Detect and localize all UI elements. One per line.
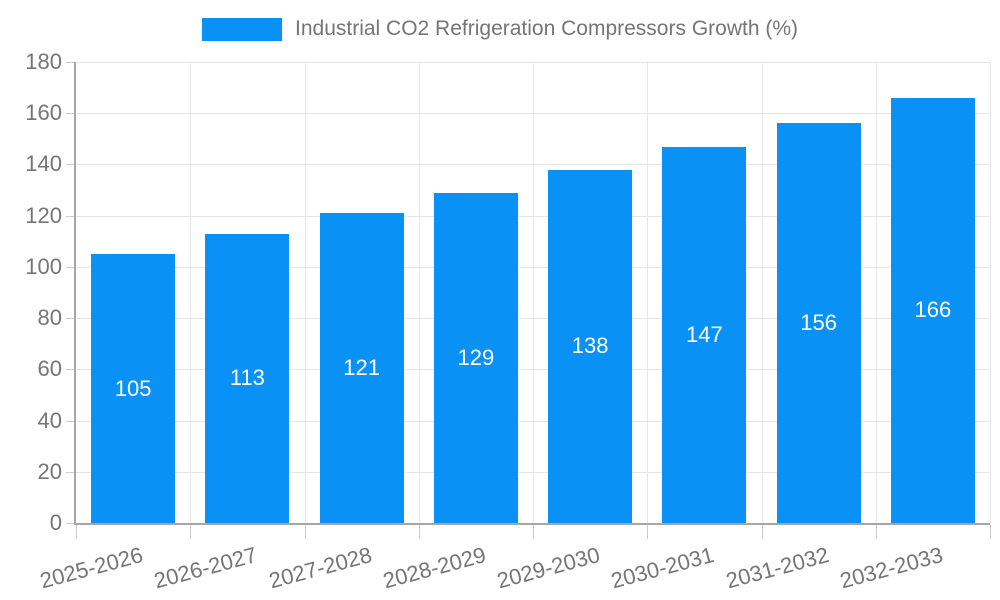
y-axis-tick-label: 160 xyxy=(25,100,62,126)
v-gridline xyxy=(990,62,991,523)
v-gridline xyxy=(647,62,649,523)
x-axis-tick xyxy=(990,525,991,539)
x-axis-tick xyxy=(190,525,192,539)
x-axis-tick xyxy=(76,525,77,539)
v-gridline xyxy=(304,62,306,523)
bar-value-label: 166 xyxy=(914,297,952,323)
legend: Industrial CO2 Refrigeration Compressors… xyxy=(0,17,1000,41)
x-axis-tick xyxy=(875,525,877,539)
bar[interactable] xyxy=(205,233,290,523)
x-axis-line xyxy=(74,523,990,525)
bar[interactable] xyxy=(319,213,404,523)
v-gridline xyxy=(875,62,877,523)
y-axis-tick xyxy=(66,523,76,524)
bar-value-label: 147 xyxy=(686,321,723,347)
y-axis-tick xyxy=(66,62,76,63)
bar-value-label: 121 xyxy=(343,355,380,381)
y-axis-tick xyxy=(66,266,76,268)
y-axis-tick-label: 80 xyxy=(37,305,62,331)
legend-label: Industrial CO2 Refrigeration Compressors… xyxy=(295,17,798,40)
y-axis-tick-label: 180 xyxy=(25,49,62,74)
x-axis-tick xyxy=(304,525,306,539)
v-gridline xyxy=(190,62,192,523)
x-axis-tick xyxy=(533,525,534,539)
y-axis-tick xyxy=(66,420,76,422)
x-axis-tick xyxy=(418,525,420,539)
x-axis-tick xyxy=(647,525,649,539)
y-axis-tick-label: 20 xyxy=(37,458,62,484)
y-axis-tick xyxy=(66,215,76,217)
y-axis-tick xyxy=(66,318,76,320)
y-axis-tick-label: 0 xyxy=(49,510,62,535)
y-axis-tick-label: 140 xyxy=(25,151,62,177)
y-axis-tick xyxy=(66,369,76,371)
bar-value-label: 113 xyxy=(229,365,265,391)
bar[interactable] xyxy=(776,123,861,523)
bar-value-label: 156 xyxy=(800,310,837,336)
bar-value-label: 138 xyxy=(571,333,609,359)
y-axis-tick xyxy=(66,113,76,115)
y-axis-tick xyxy=(66,164,76,166)
bar[interactable] xyxy=(548,169,633,523)
bar-value-label: 105 xyxy=(114,375,152,401)
bar[interactable] xyxy=(662,146,747,523)
v-gridline xyxy=(761,62,763,523)
y-axis-tick xyxy=(66,471,76,473)
bar[interactable] xyxy=(890,97,975,523)
y-axis-tick-label: 60 xyxy=(37,356,62,382)
v-gridline xyxy=(418,62,420,523)
y-axis-tick-label: 120 xyxy=(25,202,62,228)
y-axis-tick-label: 40 xyxy=(37,407,62,433)
bar[interactable] xyxy=(433,192,518,523)
v-gridline xyxy=(533,62,534,523)
y-axis-tick-label: 100 xyxy=(25,253,62,279)
y-axis-line xyxy=(74,62,76,525)
legend-swatch xyxy=(202,17,282,41)
x-axis-tick xyxy=(761,525,763,539)
bar[interactable] xyxy=(91,254,176,523)
bar-value-label: 129 xyxy=(457,344,495,370)
